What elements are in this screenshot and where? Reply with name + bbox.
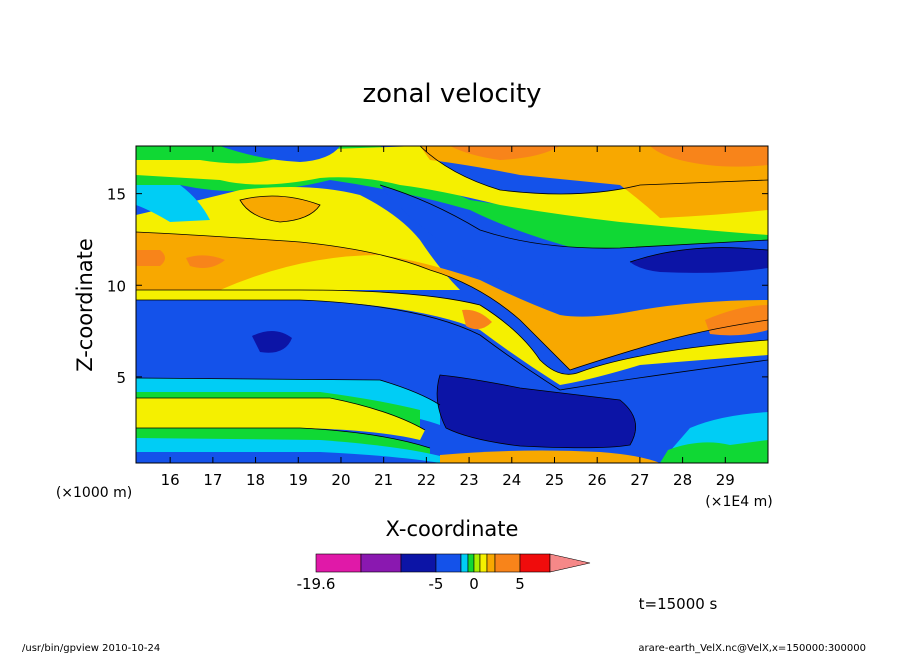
footer-left: /usr/bin/gpview 2010-10-24 — [22, 643, 160, 654]
contour-band-lower-green-2 — [136, 428, 430, 455]
colorbar-segment — [519, 553, 551, 573]
contour-band-top-blue — [220, 146, 340, 162]
x-tick-label: 25 — [545, 471, 564, 489]
footer-right: arare-earth_VelX.nc@VelX,x=150000:300000 — [638, 643, 866, 654]
contour-band-bottom-orange — [440, 450, 660, 463]
colorbar-segment — [479, 553, 488, 573]
colorbar-label: -19.6 — [297, 575, 336, 593]
contour-band-cyan-left — [136, 185, 210, 222]
colorbar-segment — [486, 553, 496, 573]
contour-plot — [136, 146, 768, 463]
colorbar-segment — [467, 553, 475, 573]
contour-band-top-darkorange — [450, 146, 560, 160]
colorbar-label: 5 — [515, 575, 525, 593]
chart-title: zonal velocity — [362, 79, 541, 109]
contour-line — [136, 289, 768, 375]
contour-line — [136, 299, 768, 391]
contour-line — [436, 374, 637, 449]
contour-band-darkblue-blob — [437, 375, 636, 448]
contour-band-darkblue-spot — [252, 330, 292, 353]
x-tick-label: 24 — [502, 471, 521, 489]
contour-band-top-orange — [420, 146, 768, 218]
colorbar-segment — [400, 553, 437, 573]
x-tick-label: 21 — [374, 471, 393, 489]
x-tick-label: 28 — [673, 471, 692, 489]
x-unit-label: (×1E4 m) — [705, 494, 772, 510]
contour-line — [136, 427, 431, 449]
x-tick-label: 26 — [588, 471, 607, 489]
y-axis-ticks: 5 10 15 — [107, 186, 768, 387]
contour-band-bottom-right-green — [660, 440, 768, 463]
y-unit-label: (×1000 m) — [56, 485, 132, 501]
x-tick-label: 18 — [246, 471, 265, 489]
colorbar-extension-triangle — [549, 553, 591, 573]
colorbar-segment — [315, 553, 362, 573]
x-tick-label: 29 — [716, 471, 735, 489]
x-tick-label: 23 — [460, 471, 479, 489]
y-axis-label: Z-coordinate — [73, 238, 97, 372]
contour-band-yellow-lower — [136, 290, 768, 385]
contour-band-darkorange-left — [136, 250, 165, 266]
x-tick-label: 27 — [630, 471, 649, 489]
colorbar-segment — [435, 553, 462, 573]
contour-band-top-right-darkorange — [650, 146, 768, 167]
contour-band-bottom-blue — [136, 452, 440, 463]
x-tick-label: 17 — [203, 471, 222, 489]
contour-band-lower-yellow — [136, 398, 425, 440]
colorbar-label: -5 — [429, 575, 444, 593]
contour-line — [629, 247, 768, 263]
colorbar-segment — [460, 553, 469, 573]
colorbar: -19.6 -5 0 5 — [297, 553, 591, 593]
y-tick-label: 5 — [116, 369, 126, 387]
contour-lines — [136, 146, 768, 449]
contour-line — [379, 184, 768, 249]
contour-band-darkorange-mid — [462, 309, 492, 330]
contour-line — [136, 377, 441, 406]
x-axis-ticks: 16 17 18 19 20 21 22 23 24 25 26 27 28 29 — [161, 146, 735, 489]
colorbar-label: 0 — [469, 575, 479, 593]
colorbar-segment — [360, 553, 402, 573]
contour-line — [239, 195, 321, 223]
contour-line — [419, 146, 768, 195]
plot-frame — [135, 145, 769, 464]
x-tick-label: 19 — [289, 471, 308, 489]
contour-line — [136, 397, 426, 431]
x-tick-label: 20 — [331, 471, 350, 489]
x-tick-label: 22 — [417, 471, 436, 489]
colorbar-segment — [473, 553, 481, 573]
contour-band-darkorange-spot — [186, 255, 225, 268]
contour-band-upper-yellow — [136, 146, 768, 235]
y-tick-label: 15 — [107, 186, 126, 204]
x-tick-label: 16 — [161, 471, 180, 489]
colorbar-segment — [494, 553, 521, 573]
contour-band-right-darkblue — [630, 247, 768, 273]
y-tick-label: 10 — [107, 277, 126, 295]
contour-band-orange-tongue — [240, 196, 320, 222]
contour-band-main-orange — [136, 232, 768, 370]
time-label: t=15000 s — [639, 595, 718, 613]
contour-line — [136, 231, 768, 371]
x-axis-label: X-coordinate — [386, 517, 519, 541]
